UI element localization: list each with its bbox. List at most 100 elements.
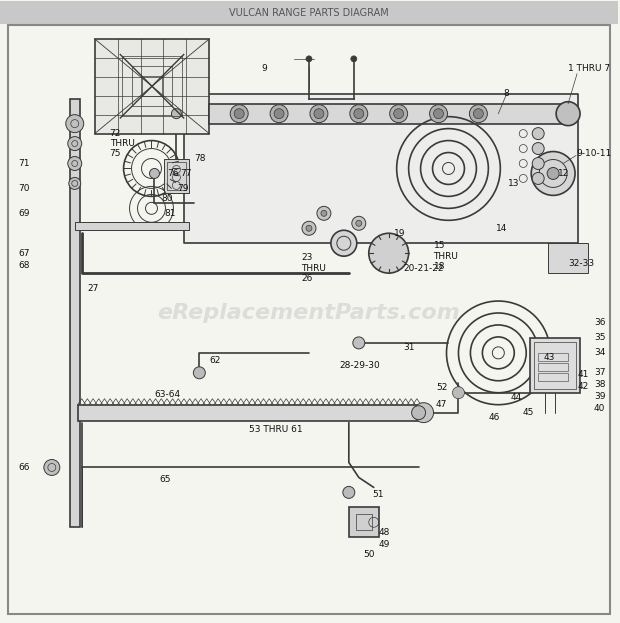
Text: 47: 47 [435, 400, 447, 409]
Circle shape [547, 168, 559, 179]
Circle shape [414, 402, 433, 422]
Text: 35: 35 [594, 333, 606, 343]
Text: 48: 48 [379, 528, 390, 537]
Text: 65: 65 [159, 475, 171, 484]
Bar [210, 103, 568, 123]
Text: 76: 76 [167, 169, 179, 178]
Circle shape [474, 108, 484, 118]
Text: 70: 70 [18, 184, 29, 193]
Circle shape [354, 108, 364, 118]
Bar [70, 98, 80, 527]
Text: 14: 14 [497, 224, 508, 233]
Bar [95, 39, 210, 133]
Circle shape [390, 105, 407, 123]
Circle shape [343, 487, 355, 498]
Circle shape [230, 105, 248, 123]
Circle shape [353, 337, 365, 349]
Text: 39: 39 [594, 392, 606, 401]
Text: 31: 31 [404, 343, 415, 353]
Circle shape [171, 108, 182, 118]
Circle shape [352, 216, 366, 231]
Text: 81: 81 [164, 209, 176, 218]
Text: 9-10-11: 9-10-11 [576, 149, 611, 158]
Text: 19: 19 [394, 229, 405, 238]
Circle shape [68, 156, 82, 171]
Circle shape [69, 178, 81, 189]
Bar [538, 353, 568, 361]
Circle shape [532, 158, 544, 169]
Bar [548, 243, 588, 273]
Text: 67: 67 [18, 249, 29, 258]
Text: 44: 44 [510, 393, 521, 402]
Text: 40: 40 [594, 404, 605, 413]
Bar [538, 373, 568, 381]
Circle shape [356, 221, 362, 226]
Text: 51: 51 [373, 490, 384, 499]
Circle shape [321, 211, 327, 216]
Text: 28-29-30: 28-29-30 [339, 361, 379, 370]
Text: 20-21-22: 20-21-22 [404, 264, 444, 273]
Bar [78, 405, 418, 421]
Text: 79: 79 [177, 184, 189, 193]
Bar [75, 222, 189, 231]
Polygon shape [184, 93, 578, 243]
Text: 41: 41 [578, 370, 590, 379]
Text: 23
THRU
26: 23 THRU 26 [301, 253, 326, 283]
Text: 71: 71 [18, 159, 29, 168]
Circle shape [306, 226, 312, 231]
Bar [167, 161, 187, 191]
Text: 66: 66 [18, 463, 29, 472]
Circle shape [310, 105, 328, 123]
Circle shape [351, 56, 356, 62]
Bar [132, 66, 172, 106]
Circle shape [532, 173, 544, 184]
Bar [530, 338, 580, 392]
Circle shape [350, 105, 368, 123]
Circle shape [532, 143, 544, 155]
Text: 13: 13 [508, 179, 520, 188]
Text: 34: 34 [594, 348, 605, 358]
Bar [122, 56, 182, 116]
Circle shape [306, 56, 312, 62]
Circle shape [433, 108, 443, 118]
Text: 8: 8 [503, 89, 509, 98]
Circle shape [193, 367, 205, 379]
Text: 62: 62 [210, 356, 221, 365]
Text: 77: 77 [180, 169, 192, 178]
Text: 42: 42 [578, 383, 589, 391]
Circle shape [314, 108, 324, 118]
Bar [356, 515, 372, 530]
Bar [534, 342, 576, 389]
Text: 38: 38 [594, 380, 606, 389]
Text: 63-64: 63-64 [154, 390, 180, 399]
Text: 45: 45 [522, 408, 534, 417]
Circle shape [532, 128, 544, 140]
Text: 52: 52 [436, 383, 448, 392]
Circle shape [68, 136, 82, 151]
Text: 53 THRU 61: 53 THRU 61 [249, 425, 303, 434]
Text: 37: 37 [594, 368, 606, 378]
Text: VULCAN RANGE PARTS DIAGRAM: VULCAN RANGE PARTS DIAGRAM [229, 8, 389, 18]
Circle shape [430, 105, 448, 123]
Circle shape [469, 105, 487, 123]
Text: 1 THRU 7: 1 THRU 7 [568, 64, 610, 74]
Text: 27: 27 [87, 283, 99, 293]
Circle shape [369, 233, 409, 273]
Circle shape [331, 231, 356, 256]
Text: 15
THRU
18: 15 THRU 18 [433, 241, 458, 271]
Text: 43: 43 [543, 353, 554, 363]
Circle shape [149, 168, 159, 178]
Bar [538, 363, 568, 371]
Bar [349, 507, 379, 537]
Circle shape [531, 151, 575, 196]
Bar [164, 158, 189, 193]
Circle shape [302, 221, 316, 235]
Text: 32-33: 32-33 [568, 259, 594, 268]
Circle shape [66, 115, 84, 133]
Text: 49: 49 [379, 540, 390, 549]
Bar [0, 1, 618, 24]
Text: 80: 80 [161, 194, 173, 203]
Circle shape [317, 206, 331, 221]
Text: 46: 46 [489, 413, 500, 422]
Text: 72
THRU
75: 72 THRU 75 [110, 129, 135, 158]
